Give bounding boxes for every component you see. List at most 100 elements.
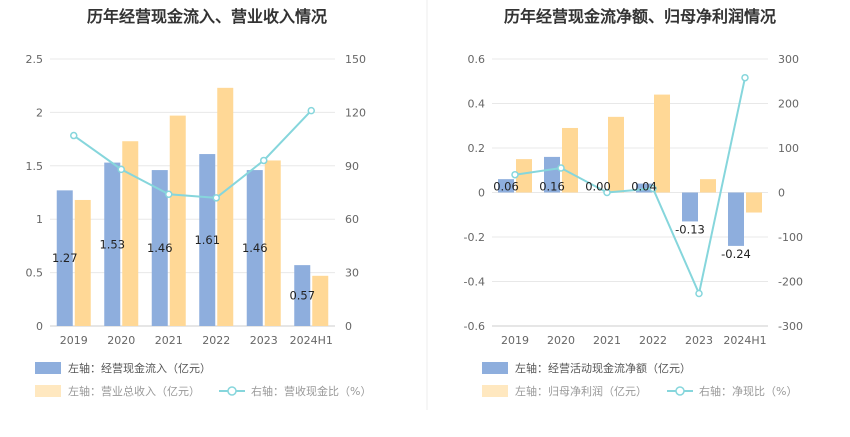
bar-series-1 [636, 183, 652, 193]
legend-label-series-3: 右轴：净现比（%） [699, 384, 797, 398]
x-axis-tick: 2024H1 [290, 334, 333, 347]
bar-data-label: 0.16 [539, 180, 565, 194]
bar-series-1 [544, 156, 560, 193]
bar-series-1 [56, 190, 73, 326]
line-series [514, 77, 746, 297]
right-axis-tick: 300 [778, 53, 799, 66]
left-axis-tick: 0 [36, 320, 43, 333]
right-axis-tick: 90 [345, 160, 359, 173]
line-point [557, 164, 565, 172]
bar-series-2 [264, 160, 281, 326]
left-axis-tick: 2 [36, 106, 43, 119]
bar-series-2 [217, 87, 234, 326]
bar-series-2 [562, 127, 578, 193]
bar-series-2 [746, 192, 762, 213]
right-axis-tick: 0 [778, 187, 785, 200]
x-axis-tick: 2023 [250, 334, 278, 347]
right-axis-tick: 0 [345, 320, 352, 333]
legend-swatch-series-1 [482, 362, 508, 374]
left-axis-tick: -0.4 [464, 276, 485, 289]
line-point [741, 73, 749, 82]
bar-data-label: -0.13 [675, 222, 705, 236]
legend-label-series-2: 左轴：营业总收入（亿元） [68, 384, 200, 398]
chart-title: 历年经营现金流入、营业收入情况 [87, 7, 327, 26]
bar-series-2 [122, 141, 139, 326]
line-series [73, 109, 312, 199]
line-point [511, 170, 519, 179]
legend-swatch-marker [675, 386, 685, 396]
right-axis-tick: 60 [345, 213, 359, 226]
left-axis-tick: -0.2 [464, 231, 485, 244]
legend-swatch-series-2 [482, 385, 508, 397]
bar-data-label: 0.06 [493, 180, 519, 194]
bar-data-label: 1.61 [194, 233, 220, 247]
right-axis-tick: 150 [345, 53, 366, 66]
bar-data-label: 1.46 [242, 241, 268, 255]
bar-series-2 [169, 115, 186, 326]
bar-series-2 [74, 199, 91, 326]
left-axis-tick: 0.2 [468, 142, 486, 155]
left-axis-tick: 2.5 [26, 53, 44, 66]
bar-data-label: 1.46 [147, 241, 173, 255]
legend-swatch-series-1 [35, 362, 61, 374]
left-axis-tick: 1 [36, 213, 43, 226]
line-point [649, 184, 657, 193]
line-point [260, 156, 268, 165]
right-axis-tick: -100 [778, 231, 803, 244]
left-axis-tick: 0.4 [468, 98, 486, 111]
left-axis-tick: 0 [478, 187, 485, 200]
bar-data-label: 1.27 [52, 251, 78, 265]
left-axis-tick: 0.6 [468, 53, 486, 66]
legend-label-series-1: 左轴：经营现金流入（亿元） [68, 361, 211, 375]
x-axis-tick: 2020 [107, 334, 135, 347]
chart-1: 历年经营现金流入、营业收入情况 0 0.5 1 1.5 2 2.5 0 30 60 90 120 150… [26, 7, 372, 398]
bar-series-1 [246, 170, 263, 326]
x-axis-tick: 2019 [60, 334, 88, 347]
legend-label-series-2: 左轴：归母净利润（亿元） [515, 384, 647, 398]
right-axis-tick: 100 [778, 142, 799, 155]
x-axis-tick: 2021 [593, 334, 621, 347]
bar-series-1 [682, 192, 698, 222]
bar-series-1 [294, 265, 311, 326]
right-axis-tick: -200 [778, 276, 803, 289]
line-point [603, 188, 611, 197]
bar-series-2 [608, 116, 624, 193]
x-axis-tick: 2020 [547, 334, 575, 347]
bar-data-label: 0.00 [585, 180, 611, 194]
left-axis-tick: -0.6 [464, 320, 485, 333]
bar-series-2 [700, 179, 716, 193]
line-point [212, 194, 220, 202]
x-axis-tick: 2024H1 [723, 334, 766, 347]
bar-series-1 [151, 170, 168, 326]
bar-series-2 [654, 94, 670, 193]
legend-swatch-marker [227, 386, 237, 396]
right-axis-tick: 120 [345, 106, 366, 119]
bar-series-1 [498, 179, 514, 193]
right-axis-tick: 200 [778, 98, 799, 111]
legend-label-series-1: 左轴：经营活动现金流净额（亿元） [515, 361, 691, 375]
x-axis-tick: 2019 [501, 334, 529, 347]
x-axis-tick: 2022 [639, 334, 667, 347]
bar-series-2 [312, 275, 329, 326]
bar-series-1 [728, 192, 744, 246]
line-point [70, 131, 78, 140]
bar-data-label: 0.57 [289, 289, 315, 303]
x-axis-tick: 2022 [202, 334, 230, 347]
left-axis-tick: 1.5 [26, 160, 44, 173]
bar-data-label: 0.04 [631, 180, 657, 194]
bar-series-2 [516, 159, 532, 193]
left-axis-tick: 0.5 [26, 267, 44, 280]
chart-title: 历年经营现金流净额、归母净利润情况 [504, 7, 776, 26]
line-point [117, 165, 125, 174]
right-axis-tick: 30 [345, 267, 359, 280]
legend-swatch-series-2 [35, 385, 61, 397]
line-point [165, 190, 173, 199]
bar-data-label: 1.53 [99, 237, 125, 251]
line-point [695, 289, 703, 298]
bar-data-label: -0.24 [721, 247, 751, 261]
line-point [307, 106, 315, 115]
x-axis-tick: 2021 [155, 334, 183, 347]
bar-series-1 [104, 162, 121, 326]
